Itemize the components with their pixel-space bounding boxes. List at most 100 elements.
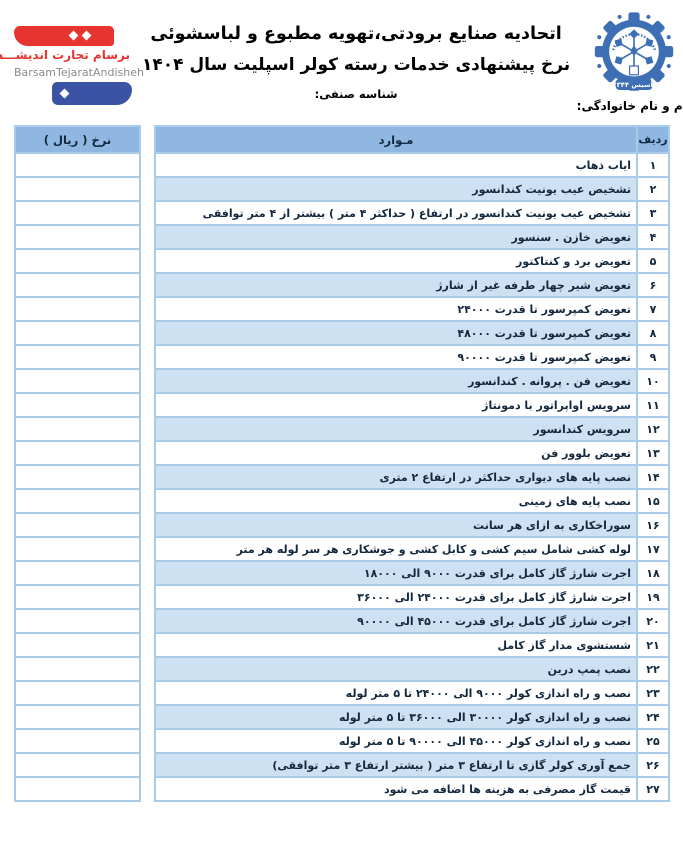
table-row: ۲۱ شستشوی مدار گاز کامل [156, 634, 668, 656]
emblem-established-text: تأسیس ۱۳۴۴ [613, 80, 657, 89]
table-row: ۱۱ سرویس اواپراتور با دمونتاژ [156, 394, 668, 416]
row-number: ۳ [638, 202, 668, 224]
barsam-logo: برسام تجارت اندیشـــه BarsamTejaratAndis… [0, 26, 144, 114]
price-cell [16, 730, 139, 752]
row-number: ۲۰ [638, 610, 668, 632]
price-cell [16, 154, 139, 176]
table-row: ۱۹ اجرت شارژ گاز کامل برای قدرت ۲۴۰۰۰ ال… [156, 586, 668, 608]
table-row: ۲۵ نصب و راه اندازی کولر ۴۵۰۰۰ الی ۹۰۰۰۰… [156, 730, 668, 752]
item-cell: اجرت شارژ گاز کامل برای قدرت ۲۴۰۰۰ الی ۳… [156, 586, 636, 608]
title-block: اتحادیه صنایع برودتی،تهویه مطبوع و لباسش… [142, 10, 570, 121]
price-cell [16, 538, 139, 560]
table-body: ۱ ایاب ذهاب ۲ تشخیص عیب یونیت کندانسور ۳… [156, 154, 668, 800]
price-cell [16, 634, 139, 656]
price-cell [16, 490, 139, 512]
column-header-price: نرخ ( ریال ) [16, 127, 139, 152]
page-header: برسام تجارت اندیشـــه BarsamTejaratAndis… [0, 0, 683, 121]
item-cell: اجرت شارژ گاز کامل برای قدرت ۹۰۰۰ الی ۱۸… [156, 562, 636, 584]
table-row: ۱۵ نصب پایه های زمینی [156, 490, 668, 512]
item-cell: لوله کشی شامل سیم کشی و کابل کشی و جوشکا… [156, 538, 636, 560]
price-table: ردیف مـوارد ۱ ایاب ذهاب ۲ تشخیص عیب یونی… [14, 125, 670, 802]
barsam-red-ribbon [14, 26, 114, 46]
item-cell: تعویض کمپرسور تا قدرت ۴۸۰۰۰ [156, 322, 636, 344]
row-number: ۱۸ [638, 562, 668, 584]
item-cell: نصب و راه اندازی کولر ۳۰۰۰۰ الی ۳۶۰۰۰ تا… [156, 706, 636, 728]
table-row: ۲۲ نصب پمپ درین [156, 658, 668, 680]
row-number: ۲۱ [638, 634, 668, 656]
row-number: ۱ [638, 154, 668, 176]
item-cell: سرویس اواپراتور با دمونتاژ [156, 394, 636, 416]
column-header-items: مـوارد [156, 127, 636, 152]
table-row: ۲۶ جمع آوری کولر گازی تا ارتفاع ۳ متر ( … [156, 754, 668, 776]
table-header-row: ردیف مـوارد [156, 127, 668, 152]
table-row: ۴ تعویض خازن . سنسور [156, 226, 668, 248]
price-cell [16, 610, 139, 632]
price-cell [16, 658, 139, 680]
row-number: ۲ [638, 178, 668, 200]
item-cell: تعویض کمپرسور تا قدرت ۹۰۰۰۰ [156, 346, 636, 368]
price-cell [16, 754, 139, 776]
item-cell: اجرت شارژ گاز کامل برای قدرت ۴۵۰۰۰ الی ۹… [156, 610, 636, 632]
item-cell: تعویض شیر چهار طرفه غیر از شارژ [156, 274, 636, 296]
item-cell: تعویض برد و کنتاکتور [156, 250, 636, 272]
diamond-icon [81, 30, 92, 41]
price-cell [16, 226, 139, 248]
item-cell: سوراخکاری به ازای هر سانت [156, 514, 636, 536]
price-cell [16, 466, 139, 488]
item-cell: ایاب ذهاب [156, 154, 636, 176]
row-number: ۱۱ [638, 394, 668, 416]
item-cell: سرویس کندانسور [156, 418, 636, 440]
item-cell: تشخیص عیب یونیت کندانسور [156, 178, 636, 200]
table-row: ۹ تعویض کمپرسور تا قدرت ۹۰۰۰۰ [156, 346, 668, 368]
barsam-latin-name: BarsamTejaratAndisheh [14, 66, 144, 79]
price-cell [16, 250, 139, 272]
row-number: ۱۲ [638, 418, 668, 440]
price-cell [16, 706, 139, 728]
table-row: ۱۰ تعویض فن . پروانه . کندانسور [156, 370, 668, 392]
item-cell: نصب و راه اندازی کولر ۹۰۰۰ الی ۲۴۰۰۰ تا … [156, 682, 636, 704]
diamond-icon [68, 30, 79, 41]
price-cell [16, 298, 139, 320]
item-cell: نصب و راه اندازی کولر ۴۵۰۰۰ الی ۹۰۰۰۰ تا… [156, 730, 636, 752]
row-number: ۹ [638, 346, 668, 368]
price-cell [16, 322, 139, 344]
item-cell: جمع آوری کولر گازی تا ارتفاع ۳ متر ( بیش… [156, 754, 636, 776]
item-cell: نصب پایه های دیواری حداکثر در ارتفاع ۲ م… [156, 466, 636, 488]
row-number: ۴ [638, 226, 668, 248]
union-title: اتحادیه صنایع برودتی،تهویه مطبوع و لباسش… [150, 24, 562, 44]
item-cell: تشخیص عیب یونیت کندانسور در ارتفاع ( حدا… [156, 202, 636, 224]
price-cell [16, 442, 139, 464]
row-number: ۱۹ [638, 586, 668, 608]
price-cell [16, 778, 139, 800]
guild-id-label: شناسه صنفی: [314, 87, 398, 101]
item-cell: تعویض بلوور فن [156, 442, 636, 464]
row-number: ۲۶ [638, 754, 668, 776]
row-number: ۲۵ [638, 730, 668, 752]
row-number: ۱۷ [638, 538, 668, 560]
table-row: ۱۴ نصب پایه های دیواری حداکثر در ارتفاع … [156, 466, 668, 488]
row-number: ۱۵ [638, 490, 668, 512]
price-cell [16, 370, 139, 392]
table-row: ۲ تشخیص عیب یونیت کندانسور [156, 178, 668, 200]
table-row: ۲۴ نصب و راه اندازی کولر ۳۰۰۰۰ الی ۳۶۰۰۰… [156, 706, 668, 728]
item-cell: نصب پایه های زمینی [156, 490, 636, 512]
row-number: ۷ [638, 298, 668, 320]
price-cell [16, 586, 139, 608]
table-row: ۱۷ لوله کشی شامل سیم کشی و کابل کشی و جو… [156, 538, 668, 560]
table-row: ۳ تشخیص عیب یونیت کندانسور در ارتفاع ( ح… [156, 202, 668, 224]
price-cell [16, 274, 139, 296]
table-row: ۲۷ قیمت گاز مصرفی به هزینه ها اضافه می ش… [156, 778, 668, 800]
table-row: ۵ تعویض برد و کنتاکتور [156, 250, 668, 272]
row-number: ۲۷ [638, 778, 668, 800]
item-cell: نصب پمپ درین [156, 658, 636, 680]
name-field-label: نام و نام خانوادگی: [576, 99, 683, 113]
row-number: ۸ [638, 322, 668, 344]
price-cell [16, 418, 139, 440]
row-number: ۱۶ [638, 514, 668, 536]
row-number: ۶ [638, 274, 668, 296]
price-cell [16, 202, 139, 224]
price-cell [16, 562, 139, 584]
price-cell [16, 178, 139, 200]
price-cell [16, 514, 139, 536]
item-cell: تعویض کمپرسور تا قدرت ۲۴۰۰۰ [156, 298, 636, 320]
